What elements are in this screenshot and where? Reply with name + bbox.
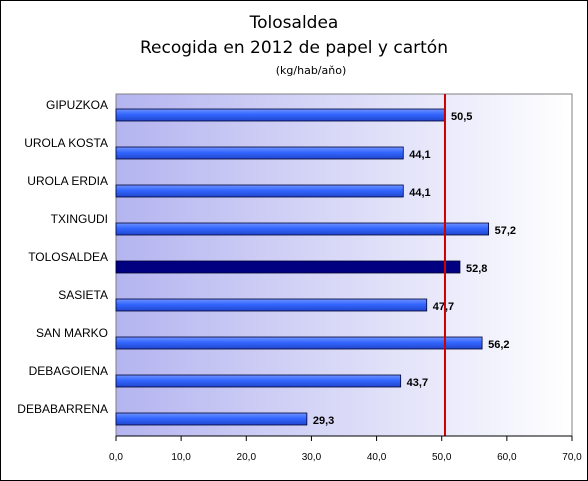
category-label-sasieta: SASIETA — [58, 288, 108, 302]
x-tick-label: 50,0 — [432, 452, 452, 463]
bar-urola-erdia — [115, 184, 404, 198]
category-label-san-marko: SAN MARKO — [36, 326, 108, 340]
bar-debagoiena — [115, 374, 402, 388]
x-tick-label: 10,0 — [171, 452, 191, 463]
category-label-txingudi: TXINGUDI — [51, 212, 108, 226]
value-label-urola-erdia: 44,1 — [409, 187, 430, 199]
x-tick-label: 20,0 — [237, 452, 257, 463]
value-label-txingudi: 57,2 — [495, 225, 516, 237]
value-label-debagoiena: 43,7 — [407, 377, 428, 389]
bar-debabarrena — [115, 412, 308, 426]
value-label-san-marko: 56,2 — [488, 339, 509, 351]
chart-subtitle: Recogida en 2012 de papel y cartón — [140, 38, 448, 58]
x-tick-label: 40,0 — [367, 452, 387, 463]
category-label-urola-erdia: UROLA ERDIA — [27, 174, 108, 188]
x-tick-label: 70,0 — [562, 452, 582, 463]
bar-tolosaldea — [115, 260, 461, 274]
x-axis: 0,0 10,0 20,0 30,0 40,0 50,0 60,0 70,0 — [109, 435, 582, 463]
chart-title: Tolosaldea — [249, 13, 339, 33]
value-label-debabarrena: 29,3 — [313, 415, 334, 427]
category-label-urola-kosta: UROLA KOSTA — [24, 136, 108, 150]
x-tick-label: 0,0 — [109, 452, 123, 463]
x-tick-label: 30,0 — [302, 452, 322, 463]
category-label-tolosaldea: TOLOSALDEA — [28, 250, 108, 264]
bar-gipuzkoa — [115, 108, 446, 122]
value-label-gipuzkoa: 50,5 — [451, 111, 472, 123]
category-label-gipuzkoa: GIPUZKOA — [46, 98, 108, 112]
x-tick-label: 60,0 — [497, 452, 517, 463]
value-label-urola-kosta: 44,1 — [409, 149, 430, 161]
category-label-debabarrena: DEBABARRENA — [17, 402, 108, 416]
bar-txingudi — [115, 222, 490, 236]
bars-group: GIPUZKOA 50,5 UROLA KOSTA 44,1 UROLA ERDIA 44… — [17, 94, 516, 436]
chart-unit: (kg/hab/aňo) — [276, 64, 347, 77]
bar-san-marko — [115, 336, 483, 350]
bar-sasieta — [115, 298, 428, 312]
category-label-debagoiena: DEBAGOIENA — [29, 364, 108, 378]
value-label-sasieta: 47,7 — [433, 301, 454, 313]
bar-urola-kosta — [115, 146, 404, 160]
value-label-tolosaldea: 52,8 — [466, 263, 487, 275]
